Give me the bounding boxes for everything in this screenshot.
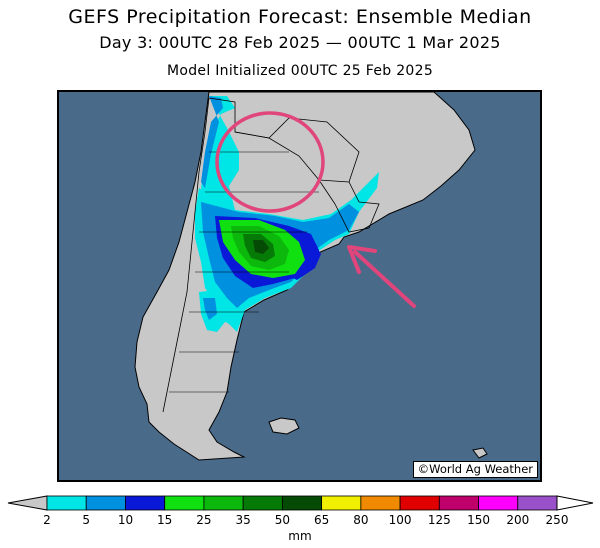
province-lines — [169, 151, 319, 393]
legend-swatch — [399, 495, 440, 511]
legend-units: mm — [288, 529, 312, 543]
legend-swatch — [438, 495, 479, 511]
legend-swatch — [281, 495, 323, 511]
border-paraguay-brazil — [268, 117, 360, 183]
legend-swatch — [164, 495, 205, 511]
legend-tick-label: 150 — [467, 513, 490, 527]
legend-swatch — [85, 495, 126, 511]
legend-swatch — [46, 495, 87, 511]
highlight-circle — [215, 111, 325, 213]
land-south-america — [134, 92, 476, 461]
border-argentina-chile — [162, 97, 210, 413]
legend-low-end — [7, 495, 48, 511]
legend-tick-label: 65 — [314, 513, 329, 527]
valid-period: Day 3: 00UTC 28 Feb 2025 — 00UTC 1 Mar 2… — [99, 33, 501, 52]
legend-tick-label: 2 — [43, 513, 51, 527]
precip-shading — [195, 96, 379, 332]
legend-tick-label: 100 — [389, 513, 412, 527]
legend-tick-label: 250 — [546, 513, 569, 527]
credit-label: ©World Ag Weather — [412, 461, 538, 478]
border-uruguay — [334, 201, 380, 233]
map-title: GEFS Precipitation Forecast: Ensemble Me… — [68, 6, 532, 28]
legend-tick-label: 125 — [428, 513, 451, 527]
highlight-arrow-head — [347, 245, 377, 274]
legend-tick-label: 50 — [275, 513, 290, 527]
legend-high-end — [556, 495, 594, 511]
precip-2mm-andes-north — [201, 96, 239, 210]
highlight-arrow-shaft — [353, 250, 416, 308]
legend-swatch — [360, 495, 401, 511]
precipitation-map: ©World Ag Weather — [57, 90, 542, 482]
legend-swatch — [125, 495, 166, 511]
political-borders — [162, 97, 380, 413]
legend-tick-label: 10 — [118, 513, 133, 527]
legend-swatch — [517, 495, 558, 511]
precip-5mm-andes-north — [201, 96, 223, 188]
legend-tick-label: 15 — [157, 513, 172, 527]
legend-tick-label: 35 — [236, 513, 251, 527]
legend-tick-label: 25 — [196, 513, 211, 527]
legend-tick-label: 80 — [353, 513, 368, 527]
legend-swatch — [242, 495, 283, 511]
legend-tick-label: 5 — [82, 513, 90, 527]
legend-swatch — [478, 495, 519, 511]
legend-swatch — [321, 495, 362, 511]
legend-tick-label: 200 — [506, 513, 529, 527]
land-falkland-islands — [268, 417, 300, 435]
precip-50mm — [253, 240, 269, 254]
legend-swatch — [203, 495, 244, 511]
map-canvas — [134, 92, 488, 461]
border-bolivia — [208, 97, 270, 139]
land-south-georgia — [472, 447, 488, 459]
precip-5mm-patagonia — [203, 298, 217, 320]
model-init-time: Model Initialized 00UTC 25 Feb 2025 — [166, 63, 434, 79]
annotations — [215, 111, 416, 308]
color-legend: 2 5 10 15 25 35 50 65 80 100 125 150 200 250 — [7, 495, 594, 527]
